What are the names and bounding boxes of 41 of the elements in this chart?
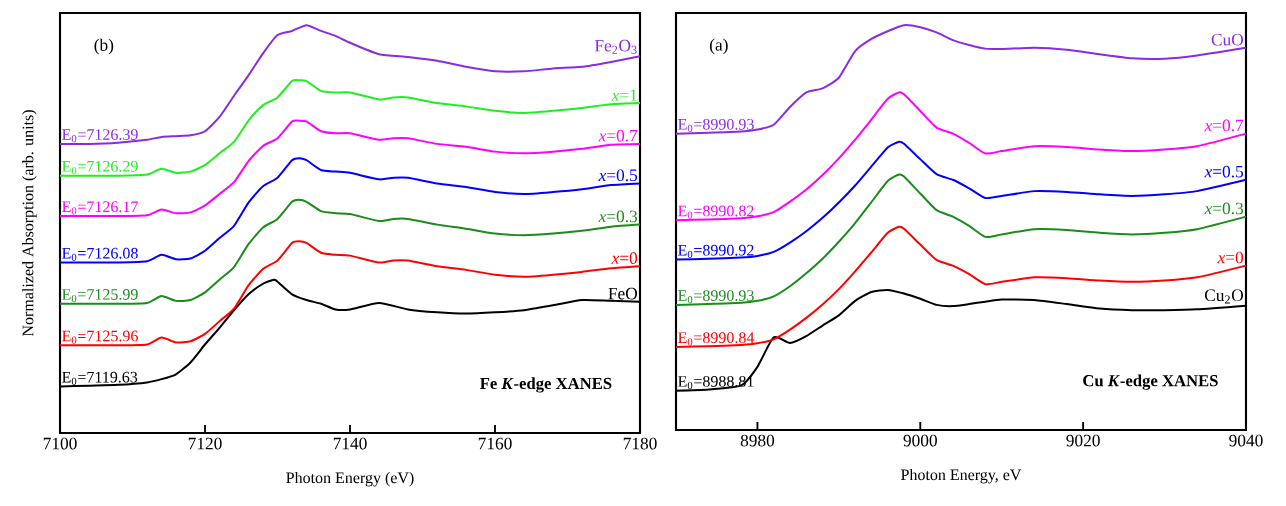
annotation: E$_{0}$=7126.39 (62, 129, 138, 143)
series-label: x=1 (611, 89, 637, 101)
series-label: Fe$_{2}$O$_{3}$ (594, 39, 637, 54)
annotation: E$_{0}$=7119.63 (62, 371, 138, 385)
annotation: E$_{0}$=8990.92 (678, 244, 754, 258)
x-tick-label: 7160 (478, 437, 512, 450)
x-axis-title: Photon Energy (eV) (286, 471, 414, 487)
x-tick-label: 7140 (333, 437, 367, 450)
annotation: Fe K-edge XANES (480, 377, 612, 393)
annotation: E$_{0}$=7126.29 (62, 160, 138, 175)
annotation: (a) (709, 38, 728, 55)
x-tick-label: 8980 (740, 434, 775, 447)
series-label: x=0 (1217, 251, 1244, 264)
series-label: CuO (1211, 33, 1244, 46)
annotation: E$_{0}$=7125.99 (62, 289, 138, 303)
series-label: x=0.5 (1204, 165, 1244, 178)
annotation: E$_{0}$=7126.17 (62, 201, 138, 215)
series-label: x=0.7 (1204, 119, 1244, 132)
series-label: FeO (608, 287, 638, 300)
series-label: x=0.7 (598, 129, 638, 142)
series-label: Cu$_{2}$O (1204, 289, 1244, 304)
annotation: E$_{0}$=7125.96 (62, 330, 138, 344)
series-label: x=0.3 (598, 210, 638, 223)
series-label: x=0.3 (1204, 202, 1244, 215)
series-label: x=0 (611, 252, 638, 264)
x-tick-label: 7100 (43, 437, 77, 450)
x-axis-title: Photon Energy, eV (901, 468, 1022, 484)
x-tick-label: 7120 (188, 437, 222, 450)
x-tick-label: 9020 (1066, 434, 1100, 447)
x-tick-label: 9000 (903, 434, 937, 447)
annotation: E$_{0}$=8990.82 (678, 205, 754, 219)
annotation: (b) (94, 38, 114, 55)
x-tick-label: 7180 (623, 437, 657, 450)
annotation: E$_{0}$=7126.08 (62, 247, 138, 261)
annotation: E$_{0}$=8990.93 (678, 290, 754, 304)
series-label: x=0.5 (598, 169, 638, 182)
annotation: Cu K-edge XANES (1083, 374, 1218, 390)
y-axis-title: Normalized Absorption (arb. units) (22, 110, 37, 337)
annotation: E$_{0}$=8990.93 (678, 118, 754, 133)
annotation: E$_{0}$=8990.84 (678, 332, 755, 346)
x-tick-label: 9040 (1229, 434, 1263, 447)
